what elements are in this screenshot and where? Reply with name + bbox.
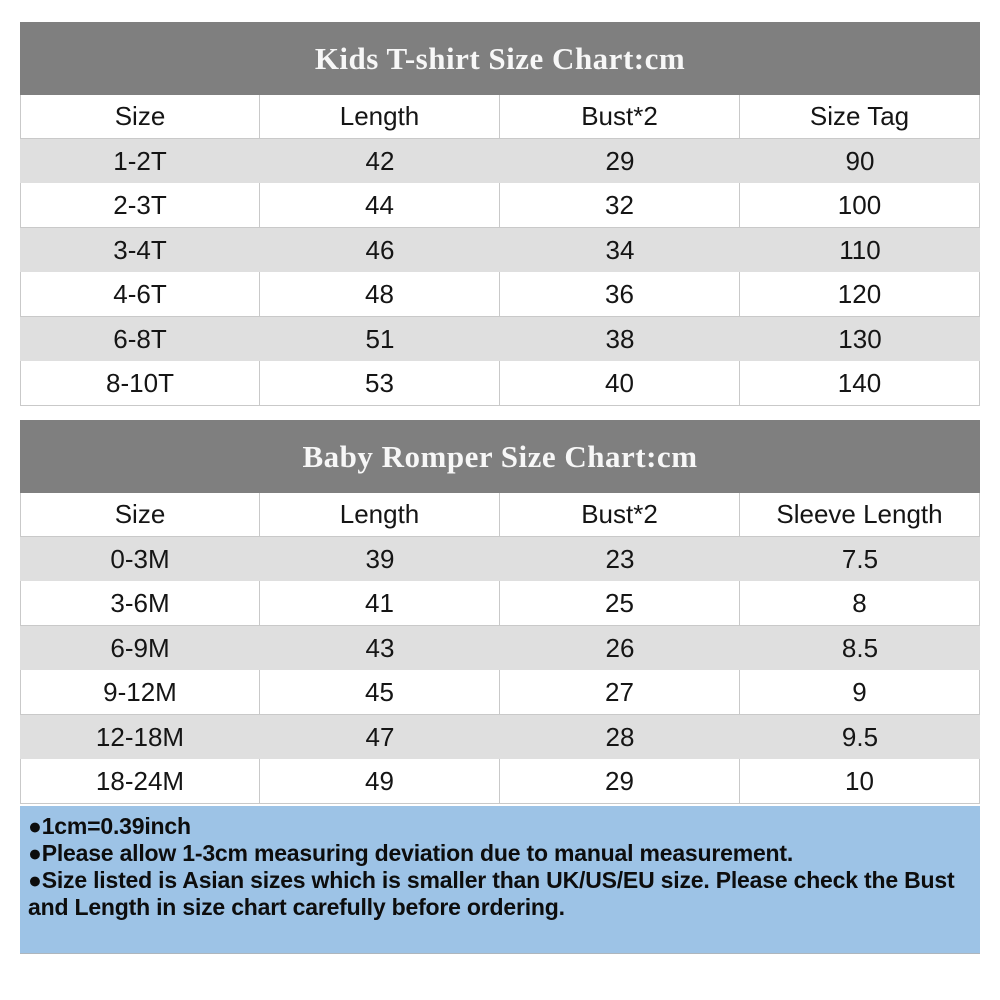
column-header-length: Length <box>260 95 500 139</box>
table-cell: 6-9M <box>20 626 260 670</box>
measurement-notes: ●1cm=0.39inch ●Please allow 1-3cm measur… <box>20 806 980 954</box>
table-cell: 32 <box>500 183 740 228</box>
column-header-length: Length <box>260 493 500 537</box>
header-row: Size Length Bust*2 Sleeve Length <box>20 493 980 537</box>
table-row: 4-6T 48 36 120 <box>20 272 980 317</box>
table-cell: 36 <box>500 272 740 317</box>
table-cell: 110 <box>740 228 980 272</box>
column-header-bust: Bust*2 <box>500 493 740 537</box>
table-row: 9-12M 45 27 9 <box>20 670 980 715</box>
table-row: 1-2T 42 29 90 <box>20 139 980 183</box>
table-cell: 10 <box>740 759 980 804</box>
column-header-sleeve-length: Sleeve Length <box>740 493 980 537</box>
table-cell: 47 <box>260 715 500 759</box>
table-row: 12-18M 47 28 9.5 <box>20 715 980 759</box>
table-cell: 1-2T <box>20 139 260 183</box>
table-cell: 27 <box>500 670 740 715</box>
table-cell: 48 <box>260 272 500 317</box>
table-cell: 9-12M <box>20 670 260 715</box>
table-row: 3-4T 46 34 110 <box>20 228 980 272</box>
table-cell: 34 <box>500 228 740 272</box>
table-cell: 25 <box>500 581 740 626</box>
table-cell: 28 <box>500 715 740 759</box>
note-line-deviation: ●Please allow 1-3cm measuring deviation … <box>28 840 794 866</box>
table-cell: 3-4T <box>20 228 260 272</box>
table-cell: 46 <box>260 228 500 272</box>
kids-tshirt-size-table: Size Length Bust*2 Size Tag 1-2T 42 29 9… <box>20 95 980 406</box>
table-row: 0-3M 39 23 7.5 <box>20 537 980 581</box>
table-cell: 40 <box>500 361 740 406</box>
table-cell: 9 <box>740 670 980 715</box>
column-header-size-tag: Size Tag <box>740 95 980 139</box>
table-cell: 100 <box>740 183 980 228</box>
header-row: Size Length Bust*2 Size Tag <box>20 95 980 139</box>
table-cell: 9.5 <box>740 715 980 759</box>
table-cell: 12-18M <box>20 715 260 759</box>
table-row: 18-24M 49 29 10 <box>20 759 980 804</box>
column-header-bust: Bust*2 <box>500 95 740 139</box>
table-cell: 29 <box>500 759 740 804</box>
table-row: 8-10T 53 40 140 <box>20 361 980 406</box>
baby-romper-size-table: Size Length Bust*2 Sleeve Length 0-3M 39… <box>20 493 980 804</box>
table-cell: 8-10T <box>20 361 260 406</box>
table-cell: 29 <box>500 139 740 183</box>
column-header-size: Size <box>20 95 260 139</box>
table-cell: 49 <box>260 759 500 804</box>
note-line-cm-inch: ●1cm=0.39inch <box>28 813 191 839</box>
table-row: 3-6M 41 25 8 <box>20 581 980 626</box>
table-cell: 39 <box>260 537 500 581</box>
baby-romper-chart-title: Baby Romper Size Chart:cm <box>20 420 980 493</box>
table-cell: 41 <box>260 581 500 626</box>
table-cell: 140 <box>740 361 980 406</box>
table-cell: 120 <box>740 272 980 317</box>
size-chart-page: Kids T-shirt Size Chart:cm Size Length B… <box>20 22 980 954</box>
table-cell: 2-3T <box>20 183 260 228</box>
table-cell: 43 <box>260 626 500 670</box>
table-cell: 38 <box>500 317 740 361</box>
column-header-size: Size <box>20 493 260 537</box>
table-row: 6-9M 43 26 8.5 <box>20 626 980 670</box>
table-cell: 45 <box>260 670 500 715</box>
kids-tshirt-chart: Kids T-shirt Size Chart:cm Size Length B… <box>20 22 980 406</box>
table-cell: 7.5 <box>740 537 980 581</box>
table-cell: 90 <box>740 139 980 183</box>
table-cell: 4-6T <box>20 272 260 317</box>
table-cell: 44 <box>260 183 500 228</box>
table-cell: 130 <box>740 317 980 361</box>
kids-tshirt-chart-title: Kids T-shirt Size Chart:cm <box>20 22 980 95</box>
table-cell: 8 <box>740 581 980 626</box>
table-cell: 0-3M <box>20 537 260 581</box>
table-cell: 23 <box>500 537 740 581</box>
table-row: 6-8T 51 38 130 <box>20 317 980 361</box>
table-cell: 51 <box>260 317 500 361</box>
table-cell: 6-8T <box>20 317 260 361</box>
table-cell: 42 <box>260 139 500 183</box>
note-line-asian-size: ●Size listed is Asian sizes which is sma… <box>28 867 955 920</box>
table-cell: 3-6M <box>20 581 260 626</box>
table-row: 2-3T 44 32 100 <box>20 183 980 228</box>
table-cell: 53 <box>260 361 500 406</box>
baby-romper-chart: Baby Romper Size Chart:cm Size Length Bu… <box>20 420 980 804</box>
table-cell: 26 <box>500 626 740 670</box>
table-cell: 18-24M <box>20 759 260 804</box>
table-cell: 8.5 <box>740 626 980 670</box>
